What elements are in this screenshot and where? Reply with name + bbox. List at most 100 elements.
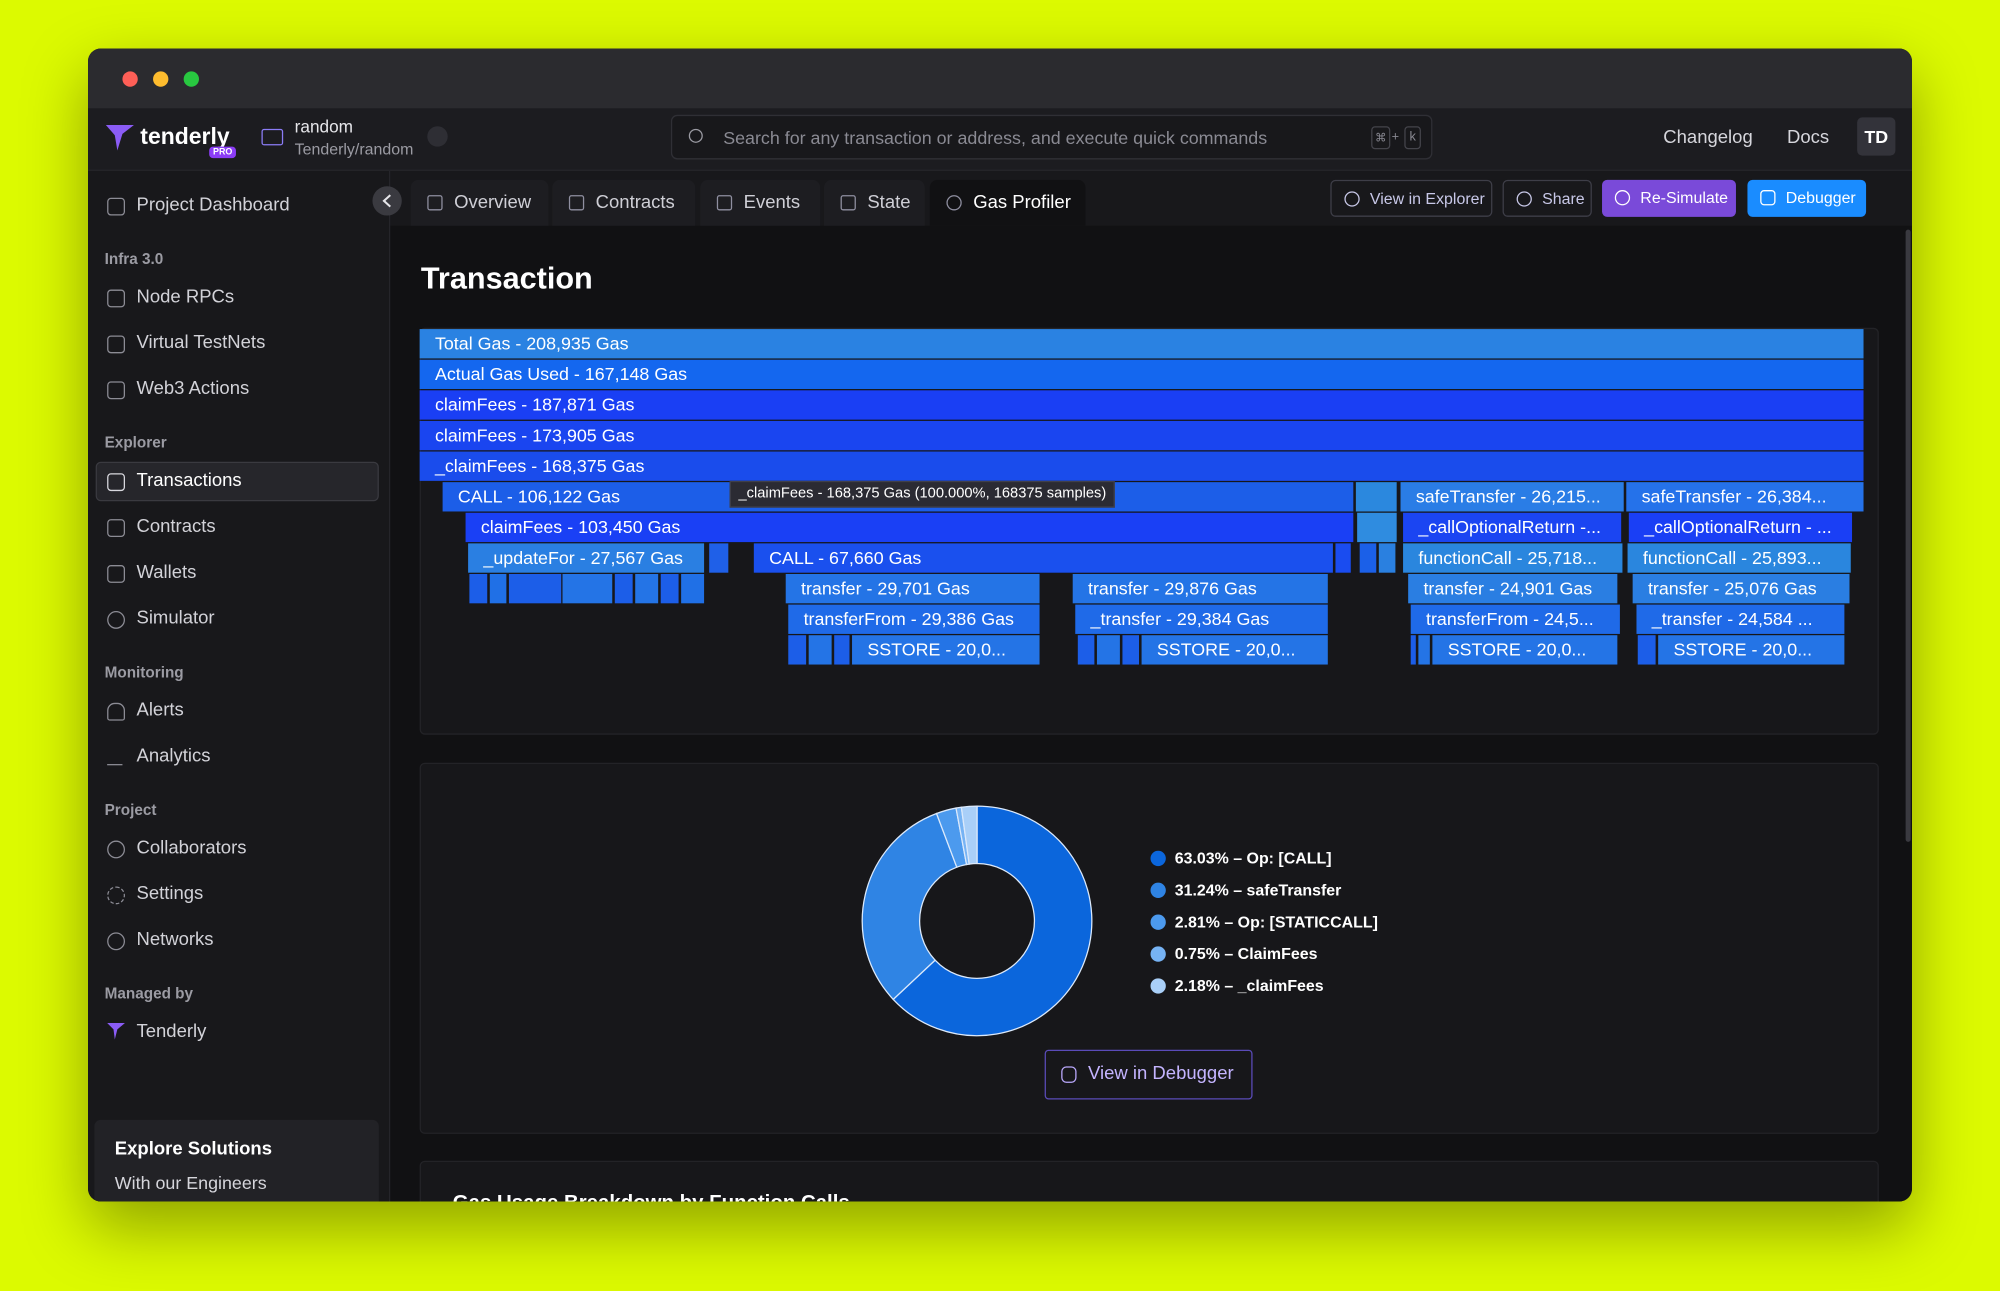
action-button[interactable]: Share [1502, 179, 1592, 217]
flame-block[interactable]: transfer - 29,876 Gas [1072, 573, 1328, 604]
flame-block[interactable]: transferFrom - 24,5... [1410, 604, 1620, 634]
legend-label[interactable]: 2.18% – _claimFees [1174, 977, 1324, 995]
flame-block[interactable] [489, 573, 507, 604]
donut-slice[interactable] [892, 805, 1093, 1037]
close-button[interactable] [122, 71, 138, 87]
flame-block[interactable]: _callOptionalReturn - ... [1628, 512, 1853, 543]
maximize-button[interactable] [183, 71, 199, 87]
flame-block[interactable] [681, 573, 705, 604]
flame-block[interactable] [808, 635, 832, 665]
sidebar-item[interactable]: Wallets [136, 562, 197, 583]
flame-block[interactable]: SSTORE - 20,0... [1141, 635, 1328, 665]
sidebar-item[interactable]: Contracts [136, 516, 216, 537]
tab[interactable]: Events [700, 179, 821, 226]
flame-block[interactable]: functionCall - 25,718... [1403, 543, 1623, 573]
flame-block[interactable]: claimFees - 173,905 Gas [419, 420, 1864, 451]
flame-block[interactable] [1335, 543, 1351, 573]
flame-block[interactable] [469, 573, 488, 604]
legend-label[interactable]: 2.81% – Op: [STATICCALL] [1174, 913, 1378, 932]
flame-block[interactable]: functionCall - 25,893... [1627, 543, 1851, 573]
header-link[interactable]: Changelog [1663, 127, 1753, 148]
sidebar-item[interactable]: Analytics [136, 746, 211, 767]
icon [107, 749, 123, 766]
tab[interactable]: Overview [410, 179, 549, 226]
decoration [107, 1022, 125, 1040]
sidebar-item[interactable]: Networks [136, 929, 214, 951]
flame-block[interactable] [660, 573, 679, 604]
flame-block[interactable]: SSTORE - 20,0... [852, 635, 1040, 665]
flame-block[interactable] [635, 573, 659, 604]
flame-block[interactable] [834, 635, 850, 665]
flame-block[interactable] [1355, 482, 1397, 512]
donut-slice[interactable] [960, 805, 978, 865]
tab[interactable]: State [823, 179, 925, 226]
flame-block[interactable]: CALL - 67,660 Gas [753, 543, 1333, 573]
flame-block[interactable]: transferFrom - 29,386 Gas [788, 604, 1040, 634]
flame-block[interactable]: _claimFees - 168,375 Gas [419, 451, 1864, 481]
flame-block[interactable]: safeTransfer - 26,215... [1400, 482, 1624, 512]
flame-block[interactable]: SSTORE - 20,0... [1432, 635, 1618, 665]
action-button[interactable]: Re-Simulate [1602, 179, 1736, 217]
flame-block[interactable] [1637, 635, 1656, 665]
button-label: Debugger [1785, 188, 1856, 207]
flame-block[interactable]: transfer - 24,901 Gas [1408, 573, 1618, 604]
flame-block[interactable] [709, 543, 729, 573]
flame-block[interactable]: _transfer - 29,384 Gas [1075, 604, 1328, 634]
flame-block[interactable]: _updateFor - 27,567 Gas [468, 543, 705, 573]
sidebar-item[interactable]: Alerts [136, 700, 184, 721]
logo[interactable]: tenderly [140, 123, 230, 150]
flame-block[interactable]: transfer - 25,076 Gas [1632, 573, 1850, 604]
search-box[interactable] [670, 114, 1433, 160]
flame-block[interactable] [508, 573, 562, 604]
flame-block[interactable]: SSTORE - 20,0... [1658, 635, 1845, 665]
tab-label: Contracts [595, 192, 675, 214]
sidebar-item[interactable]: Settings [136, 883, 204, 905]
flame-block[interactable]: Actual Gas Used - 167,148 Gas [419, 359, 1864, 390]
flame-block[interactable] [1122, 635, 1140, 665]
flame-block[interactable] [1410, 635, 1416, 665]
sidebar-item[interactable]: Project Dashboard [136, 195, 290, 216]
flame-block[interactable]: _transfer - 24,584 ... [1636, 604, 1845, 634]
legend-label[interactable]: 31.24% – safeTransfer [1174, 881, 1342, 900]
sidebar-item[interactable]: Transactions [136, 470, 242, 492]
flame-block[interactable]: claimFees - 187,871 Gas [419, 390, 1864, 420]
sidebar-item[interactable]: Node RPCs [136, 286, 235, 308]
flame-block[interactable] [1359, 543, 1377, 573]
flame-block[interactable]: safeTransfer - 26,384... [1626, 482, 1864, 512]
legend-label[interactable]: 63.03% – Op: [CALL] [1174, 849, 1332, 868]
action-button[interactable]: Debugger [1747, 179, 1867, 217]
collapse-sidebar[interactable] [372, 186, 402, 216]
icon [107, 886, 125, 905]
header-link[interactable]: Docs [1786, 127, 1830, 148]
action-button[interactable]: View in Explorer [1330, 179, 1493, 217]
sidebar-item[interactable]: Web3 Actions [136, 378, 250, 400]
sidebar-item[interactable]: Simulator [136, 608, 215, 629]
project-path[interactable]: Tenderly/random [294, 140, 414, 159]
flame-block[interactable]: transfer - 29,701 Gas [785, 573, 1040, 604]
sidebar-item[interactable]: Tenderly [136, 1021, 207, 1043]
sidebar-item[interactable]: Collaborators [136, 838, 247, 859]
flame-block[interactable] [1378, 543, 1396, 573]
project-dropdown[interactable] [427, 126, 448, 147]
page: { "header": { "logo": "tenderly", "badge… [88, 48, 1912, 1202]
sidebar-item[interactable]: Virtual TestNets [136, 332, 266, 354]
debugger-button[interactable] [1044, 1049, 1253, 1100]
flame-block[interactable] [1096, 635, 1120, 665]
flame-block[interactable]: _callOptionalReturn -... [1403, 512, 1622, 543]
donut-slice[interactable] [861, 812, 958, 1001]
tab-active[interactable]: Gas Profiler [929, 179, 1086, 226]
flame-block[interactable] [562, 573, 613, 604]
tab[interactable]: Contracts [552, 179, 696, 226]
legend-label[interactable]: 0.75% – ClaimFees [1174, 945, 1318, 964]
flame-block[interactable] [614, 573, 633, 604]
avatar[interactable]: TD [1857, 117, 1896, 156]
flame-block[interactable]: claimFees - 103,450 Gas [465, 512, 1354, 543]
project-name[interactable]: random [294, 117, 354, 137]
flame-block[interactable] [788, 635, 807, 665]
flame-block[interactable] [1077, 635, 1095, 665]
minimize-button[interactable] [153, 71, 169, 87]
flame-block[interactable] [1357, 512, 1397, 543]
flame-block[interactable] [1418, 635, 1430, 665]
solutions-card[interactable] [94, 1119, 379, 1202]
flame-block[interactable]: Total Gas - 208,935 Gas [419, 329, 1864, 359]
